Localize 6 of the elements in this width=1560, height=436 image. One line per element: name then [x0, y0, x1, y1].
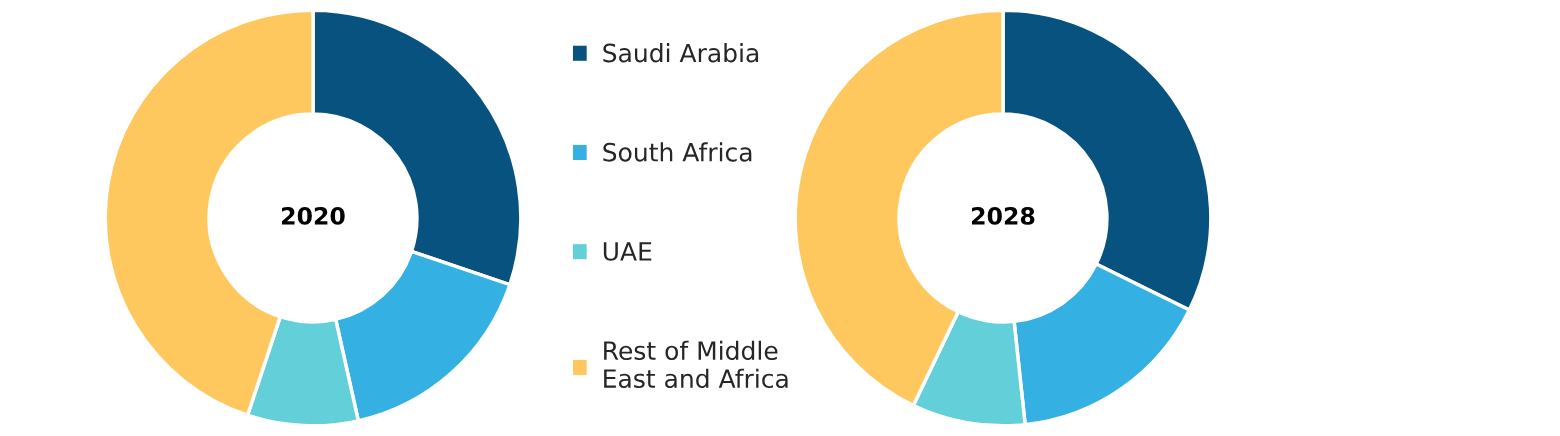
legend-label: UAE: [603, 242, 652, 261]
legend-label: South Africa: [603, 142, 752, 162]
legend-label: Rest of Middle East and Africa: [604, 340, 788, 389]
text: 2028: [972, 206, 1035, 225]
legend-label: Saudi Arabia: [603, 43, 759, 63]
text: 2020: [282, 206, 345, 225]
